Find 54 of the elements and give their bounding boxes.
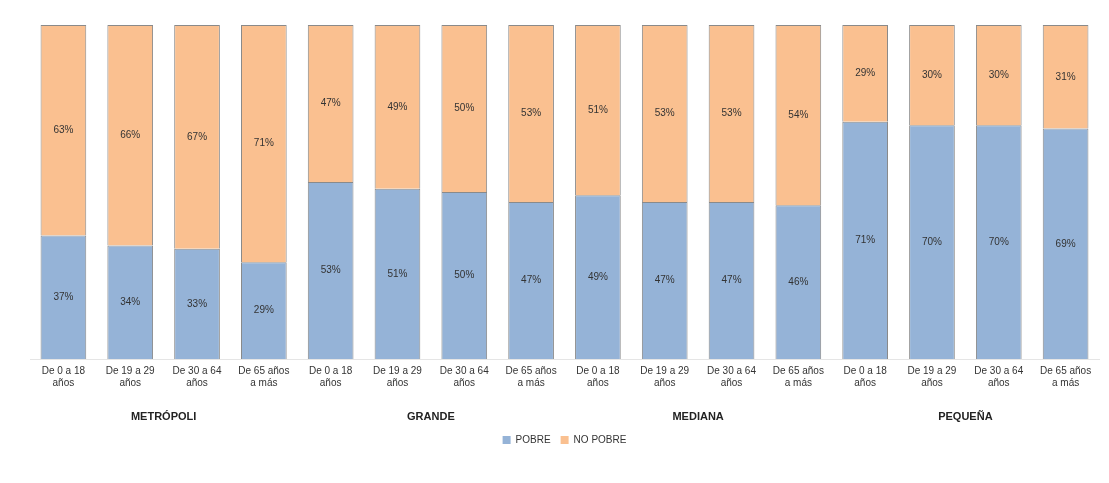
data-label: 53% bbox=[320, 264, 341, 276]
x-tick-label: De 65 años a más bbox=[772, 364, 824, 388]
data-label: 37% bbox=[53, 290, 74, 302]
x-tick-label: De 19 a 29 años bbox=[640, 364, 690, 388]
data-label: 34% bbox=[120, 295, 141, 307]
data-label: 31% bbox=[1055, 70, 1076, 82]
data-label: 53% bbox=[721, 107, 742, 119]
data-label: 29% bbox=[253, 304, 274, 316]
data-label: 63% bbox=[53, 123, 74, 135]
x-tick-label: De 0 a 18 años bbox=[308, 364, 353, 388]
x-tick-label: De 0 a 18 años bbox=[843, 364, 888, 388]
data-label: 47% bbox=[521, 274, 542, 286]
data-label: 49% bbox=[587, 270, 609, 282]
text: METRÓPOLI bbox=[130, 410, 197, 423]
data-label: 46% bbox=[788, 275, 809, 287]
data-label: 50% bbox=[454, 269, 475, 281]
legend-label: POBRE bbox=[515, 433, 551, 445]
x-tick-label: De 30 a 64 años bbox=[974, 364, 1024, 388]
legend-label: NO POBRE bbox=[573, 433, 627, 445]
data-label: 49% bbox=[387, 100, 408, 112]
data-label: 51% bbox=[587, 103, 609, 115]
x-tick-label: De 19 a 29 años bbox=[907, 364, 957, 388]
x-tick-label: De 65 años a más bbox=[238, 364, 290, 388]
x-tick-label: De 0 a 18 años bbox=[576, 364, 621, 388]
data-label: 30% bbox=[921, 68, 943, 80]
data-label: 54% bbox=[788, 108, 809, 120]
x-tick-label: De 0 a 18 años bbox=[41, 364, 86, 388]
x-tick-label: De 30 a 64 años bbox=[172, 364, 222, 388]
data-label: 66% bbox=[120, 128, 141, 140]
data-label: 29% bbox=[855, 67, 876, 79]
x-tick-label: De 65 años a más bbox=[1040, 364, 1092, 388]
data-label: 51% bbox=[387, 267, 408, 279]
data-label: 70% bbox=[988, 235, 1009, 247]
data-label: 71% bbox=[253, 137, 274, 149]
data-label: 47% bbox=[320, 97, 341, 109]
data-label: 33% bbox=[187, 297, 208, 309]
x-tick-label: De 30 a 64 años bbox=[707, 364, 757, 388]
data-label: 50% bbox=[454, 102, 475, 114]
data-label: 30% bbox=[988, 68, 1009, 80]
data-label: 69% bbox=[1055, 237, 1076, 249]
x-tick-label: De 19 a 29 años bbox=[105, 364, 156, 388]
text: PEQUEÑA bbox=[938, 410, 993, 423]
data-label: 53% bbox=[654, 107, 675, 119]
x-tick-label: De 19 a 29 años bbox=[373, 364, 423, 388]
data-label: 70% bbox=[921, 235, 943, 247]
data-label: 47% bbox=[721, 274, 742, 286]
data-label: 67% bbox=[187, 130, 208, 142]
x-tick-label: De 30 a 64 años bbox=[439, 364, 490, 388]
text: GRANDE bbox=[407, 410, 455, 423]
data-label: 47% bbox=[654, 274, 675, 286]
text: MEDIANA bbox=[672, 410, 724, 423]
data-label: 53% bbox=[521, 107, 542, 119]
x-tick-label: De 65 años a más bbox=[505, 364, 557, 388]
data-label: 71% bbox=[855, 234, 876, 246]
